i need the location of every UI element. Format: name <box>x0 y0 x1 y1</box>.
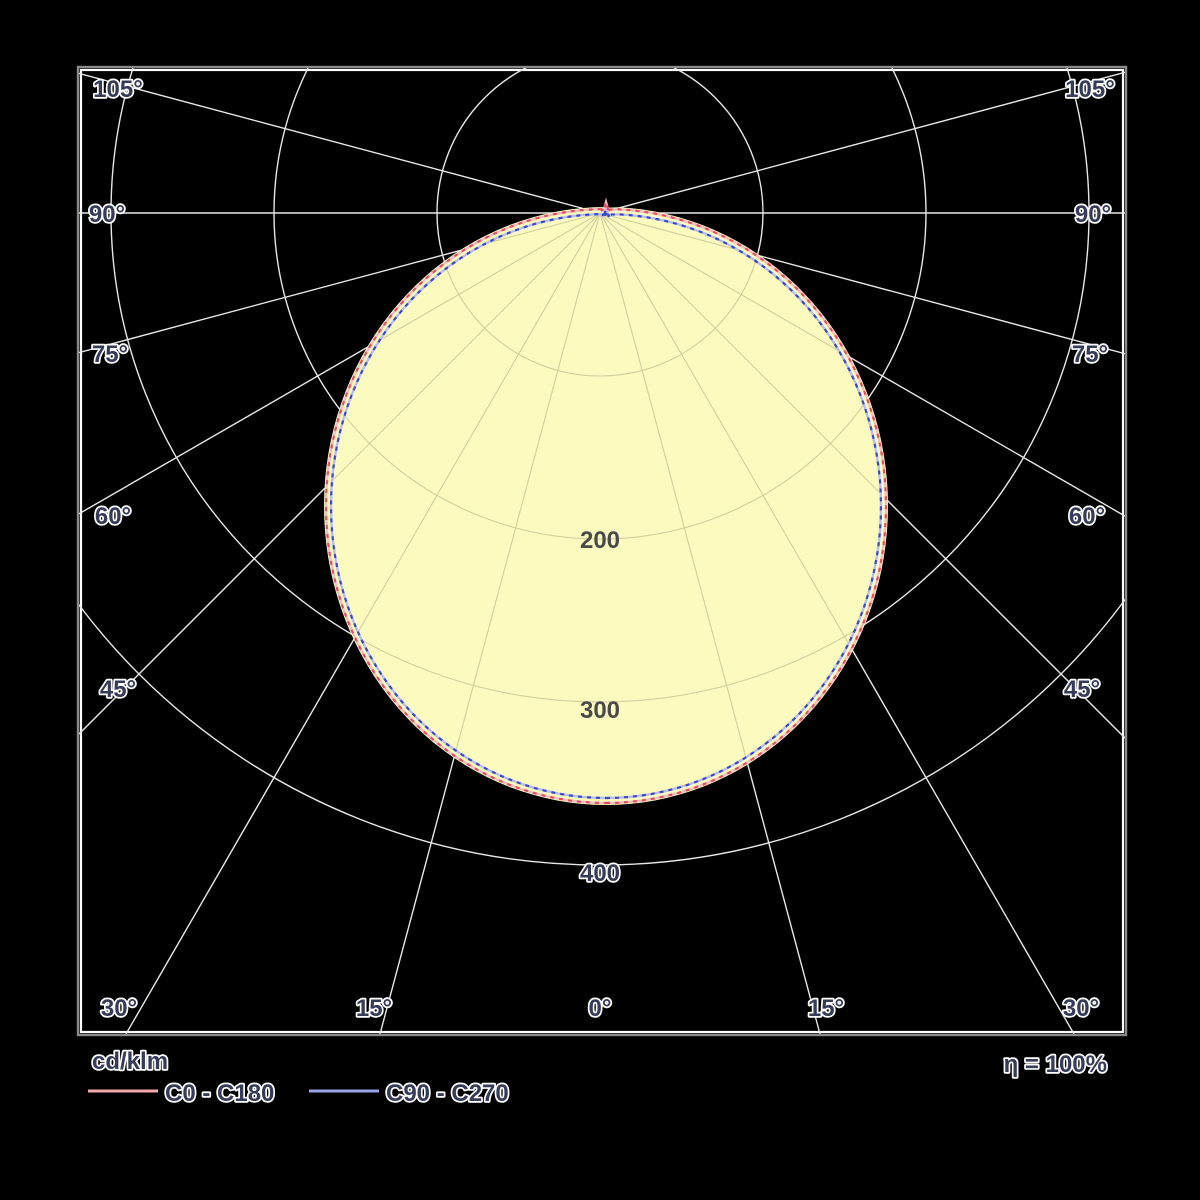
svg-text:cd/klm: cd/klm <box>92 1048 168 1075</box>
svg-text:30°: 30° <box>101 995 137 1022</box>
svg-text:15°: 15° <box>356 995 392 1022</box>
svg-text:75°: 75° <box>92 341 128 368</box>
svg-text:90°: 90° <box>89 201 125 228</box>
svg-text:60°: 60° <box>1069 503 1105 530</box>
svg-text:η = 100%: η = 100% <box>1004 1051 1107 1078</box>
svg-text:400: 400 <box>580 860 620 887</box>
svg-text:300: 300 <box>580 697 620 724</box>
svg-text:30°: 30° <box>1063 995 1099 1022</box>
svg-text:75°: 75° <box>1072 341 1108 368</box>
svg-text:45°: 45° <box>1064 676 1100 703</box>
svg-text:C90 - C270: C90 - C270 <box>386 1080 509 1107</box>
svg-text:15°: 15° <box>808 995 844 1022</box>
svg-text:200: 200 <box>580 527 620 554</box>
svg-text:C0 - C180: C0 - C180 <box>165 1080 274 1107</box>
svg-text:105°: 105° <box>93 76 143 103</box>
svg-text:105°: 105° <box>1065 76 1115 103</box>
svg-text:0°: 0° <box>589 995 612 1022</box>
svg-text:90°: 90° <box>1075 201 1111 228</box>
svg-text:60°: 60° <box>95 503 131 530</box>
svg-text:45°: 45° <box>100 676 136 703</box>
